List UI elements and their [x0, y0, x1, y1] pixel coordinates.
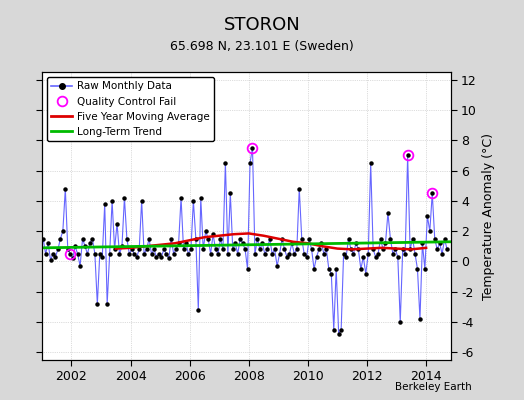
Text: STORON: STORON	[224, 16, 300, 34]
Text: 65.698 N, 23.101 E (Sweden): 65.698 N, 23.101 E (Sweden)	[170, 40, 354, 53]
Legend: Raw Monthly Data, Quality Control Fail, Five Year Moving Average, Long-Term Tren: Raw Monthly Data, Quality Control Fail, …	[47, 77, 214, 141]
Text: Berkeley Earth: Berkeley Earth	[395, 382, 472, 392]
Y-axis label: Temperature Anomaly (°C): Temperature Anomaly (°C)	[483, 132, 496, 300]
